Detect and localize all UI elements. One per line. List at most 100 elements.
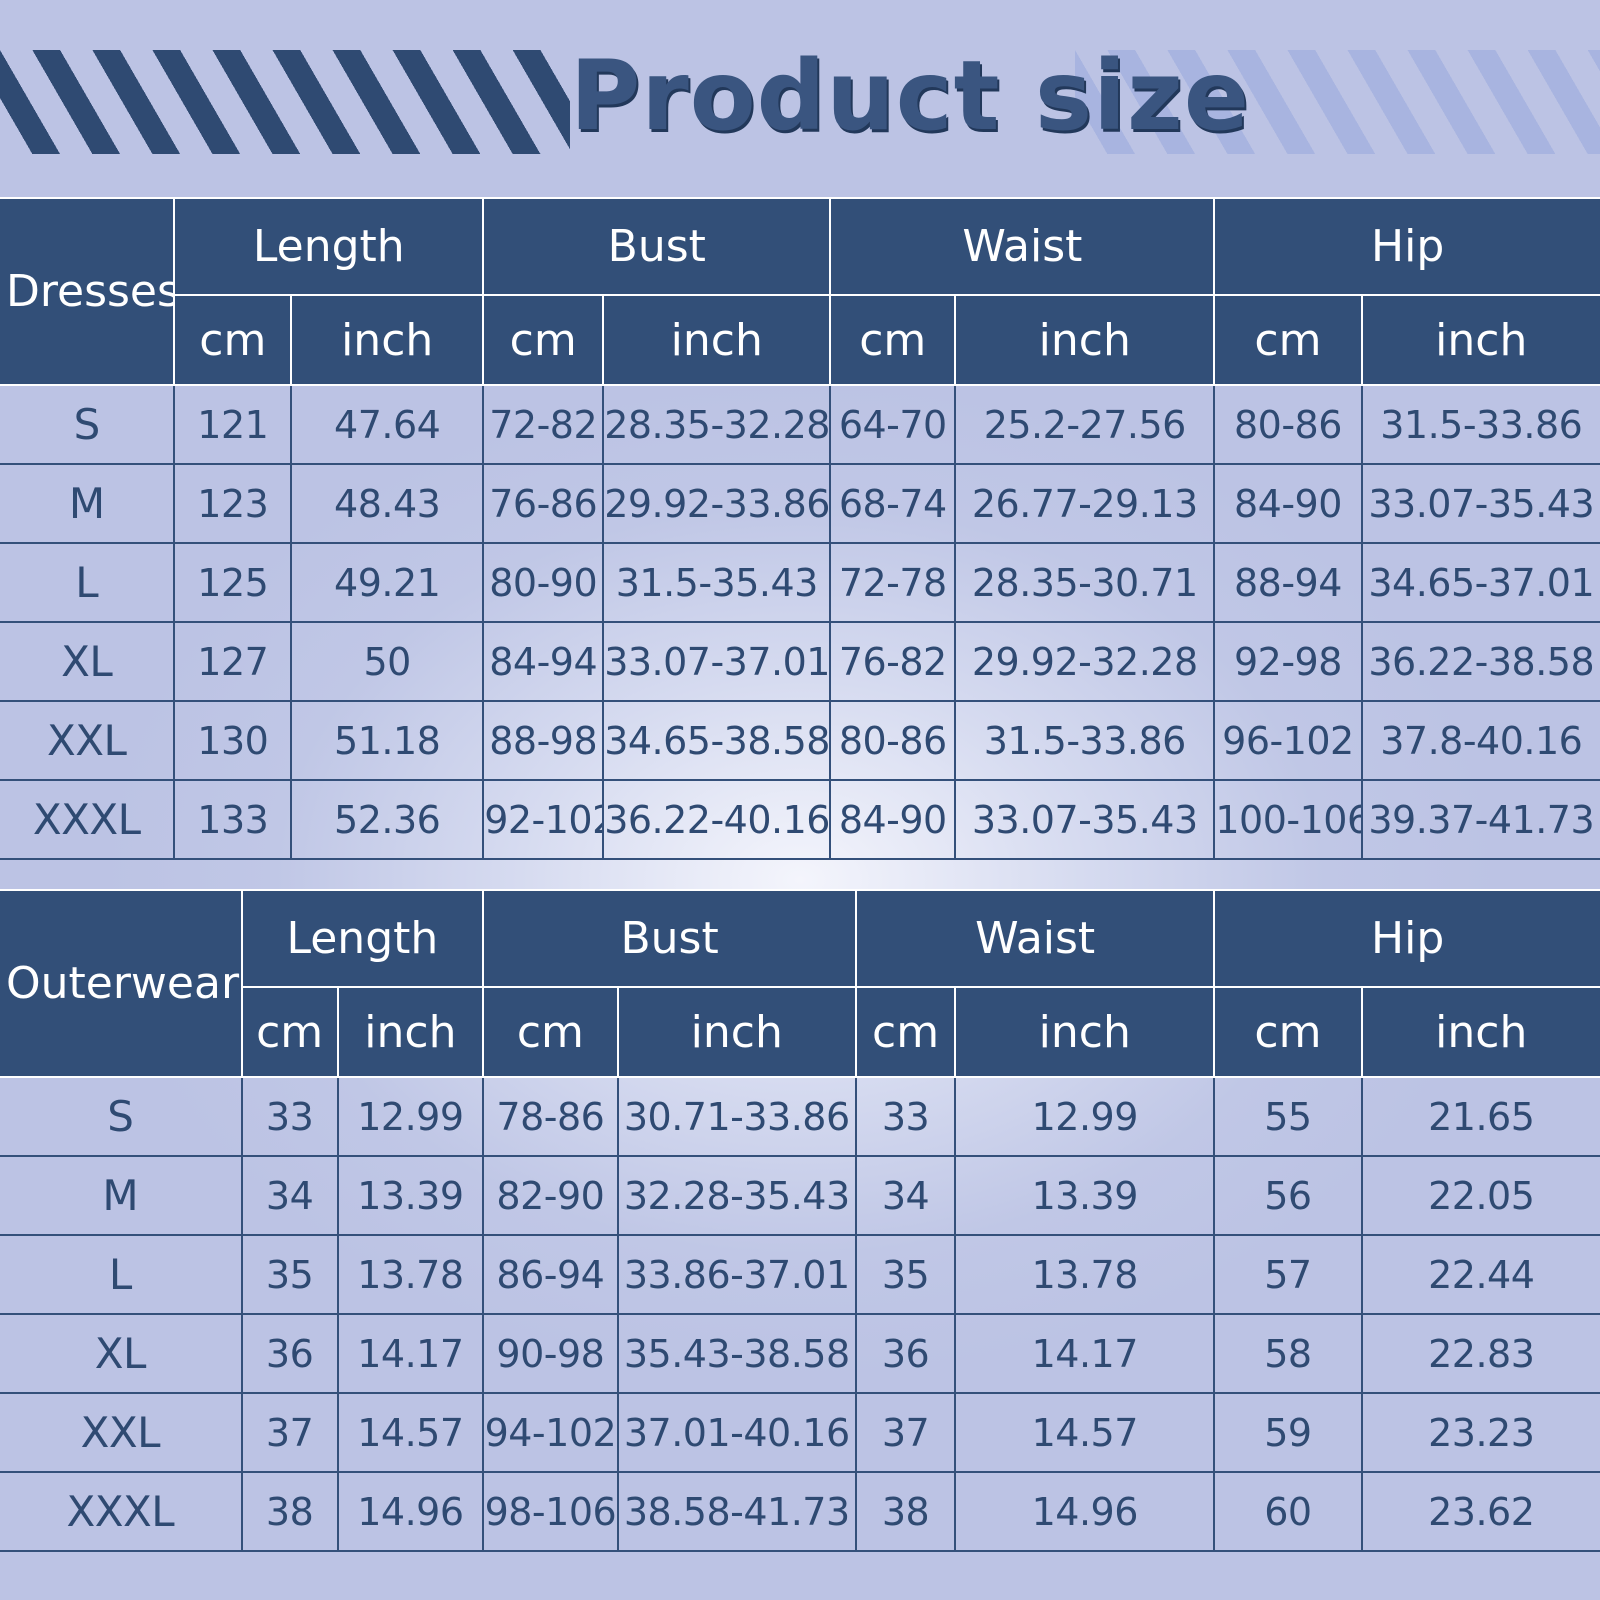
size-label: L <box>0 1234 243 1315</box>
table-row: L 35 13.78 86-94 33.86-37.01 35 13.78 57 22.44 <box>0 1234 1600 1315</box>
table-cell: 121 <box>173 384 293 465</box>
table-cell: 37.01-40.16 <box>616 1392 857 1473</box>
unit-header-cm: cm <box>854 986 957 1078</box>
table-cell: 23.23 <box>1360 1392 1600 1473</box>
table-cell: 72-78 <box>829 542 957 623</box>
page-title: Product size <box>570 40 1250 152</box>
unit-header-inch: inch <box>336 986 485 1078</box>
table-cell: 94-102 <box>482 1392 619 1473</box>
table-cell: 90-98 <box>482 1313 619 1394</box>
table-cell: 78-86 <box>482 1076 619 1157</box>
table-row: M 123 48.43 76-86 29.92-33.86 68-74 26.77-29.1… <box>0 463 1600 544</box>
table-cell: 123 <box>173 463 293 544</box>
size-label: XXXL <box>0 779 176 860</box>
size-label: S <box>0 384 176 465</box>
table-cell: 37.8-40.16 <box>1360 700 1600 781</box>
header-length: Length <box>240 889 485 988</box>
table-cell: 25.2-27.56 <box>954 384 1216 465</box>
table-row: XXXL 38 14.96 98-106 38.58-41.73 38 14.96 60 23.… <box>0 1471 1600 1552</box>
table-cell: 84-90 <box>829 779 957 860</box>
table-cell: 26.77-29.13 <box>954 463 1216 544</box>
table-cell: 100-106 <box>1213 779 1363 860</box>
size-label: XXL <box>0 1392 243 1473</box>
table-cell: 34 <box>854 1155 957 1236</box>
table-cell: 38 <box>854 1471 957 1552</box>
table-cell: 22.05 <box>1360 1155 1600 1236</box>
size-label: S <box>0 1076 243 1157</box>
header-bust: Bust <box>482 889 857 988</box>
table-cell: 14.96 <box>336 1471 485 1552</box>
table-cell: 35 <box>240 1234 339 1315</box>
table-category: Outerwear <box>0 889 243 1078</box>
table-cell: 72-82 <box>482 384 605 465</box>
table-cell: 92-98 <box>1213 621 1363 702</box>
table-cell: 84-90 <box>1213 463 1363 544</box>
table-cell: 21.65 <box>1360 1076 1600 1157</box>
table-cell: 36.22-40.16 <box>602 779 832 860</box>
table-cell: 34.65-38.58 <box>602 700 832 781</box>
unit-header-inch: inch <box>290 294 485 386</box>
table-cell: 64-70 <box>829 384 957 465</box>
dresses-size-table: Dresses Length Bust Waist Hip cm inch cm in… <box>0 197 1600 860</box>
table-cell: 34 <box>240 1155 339 1236</box>
table-cell: 47.64 <box>290 384 485 465</box>
header-bust: Bust <box>482 197 832 296</box>
unit-header-cm: cm <box>829 294 957 386</box>
unit-header-inch: inch <box>602 294 832 386</box>
table-row: S 33 12.99 78-86 30.71-33.86 33 12.99 55 21.65 <box>0 1076 1600 1157</box>
unit-header-cm: cm <box>1213 986 1363 1078</box>
table-cell: 80-90 <box>482 542 605 623</box>
table-cell: 29.92-33.86 <box>602 463 832 544</box>
table-cell: 80-86 <box>1213 384 1363 465</box>
decorative-stripes-right <box>1075 50 1600 154</box>
unit-header-inch: inch <box>954 294 1216 386</box>
decorative-stripes-left <box>0 50 570 154</box>
table-cell: 14.17 <box>954 1313 1216 1394</box>
table-cell: 33.07-35.43 <box>1360 463 1600 544</box>
table-cell: 38.58-41.73 <box>616 1471 857 1552</box>
table-row: S 121 47.64 72-82 28.35-32.28 64-70 25.2-27.56… <box>0 384 1600 465</box>
table-cell: 12.99 <box>954 1076 1216 1157</box>
table-cell: 56 <box>1213 1155 1363 1236</box>
table-cell: 28.35-30.71 <box>954 542 1216 623</box>
table-row: XL 36 14.17 90-98 35.43-38.58 36 14.17 58 22.83 <box>0 1313 1600 1394</box>
table-cell: 37 <box>854 1392 957 1473</box>
table-cell: 13.78 <box>954 1234 1216 1315</box>
table-cell: 55 <box>1213 1076 1363 1157</box>
size-label: XXXL <box>0 1471 243 1552</box>
table-cell: 14.57 <box>954 1392 1216 1473</box>
table-cell: 88-94 <box>1213 542 1363 623</box>
table-cell: 29.92-32.28 <box>954 621 1216 702</box>
table-cell: 33.86-37.01 <box>616 1234 857 1315</box>
table-cell: 32.28-35.43 <box>616 1155 857 1236</box>
table-cell: 130 <box>173 700 293 781</box>
table-cell: 133 <box>173 779 293 860</box>
table-cell: 38 <box>240 1471 339 1552</box>
table-row: XXXL 133 52.36 92-102 36.22-40.16 84-90 33.07-… <box>0 779 1600 860</box>
unit-header-inch: inch <box>616 986 857 1078</box>
table-cell: 33.07-35.43 <box>954 779 1216 860</box>
table-cell: 125 <box>173 542 293 623</box>
table-row: XXL 130 51.18 88-98 34.65-38.58 80-86 31.5-33.… <box>0 700 1600 781</box>
unit-row: cm inch cm inch cm inch cm inch <box>0 986 1600 1078</box>
size-label: M <box>0 1155 243 1236</box>
table-row: XXL 37 14.57 94-102 37.01-40.16 37 14.57 59 23.2… <box>0 1392 1600 1473</box>
table-cell: 84-94 <box>482 621 605 702</box>
table-cell: 86-94 <box>482 1234 619 1315</box>
table-cell: 57 <box>1213 1234 1363 1315</box>
table-cell: 127 <box>173 621 293 702</box>
table-cell: 36.22-38.58 <box>1360 621 1600 702</box>
table-cell: 52.36 <box>290 779 485 860</box>
size-label: XL <box>0 1313 243 1394</box>
table-cell: 36 <box>854 1313 957 1394</box>
table-cell: 59 <box>1213 1392 1363 1473</box>
table-cell: 92-102 <box>482 779 605 860</box>
size-label: XXL <box>0 700 176 781</box>
header-hip: Hip <box>1213 197 1600 296</box>
table-cell: 12.99 <box>336 1076 485 1157</box>
table-cell: 33 <box>240 1076 339 1157</box>
table-cell: 49.21 <box>290 542 485 623</box>
table-body: S 33 12.99 78-86 30.71-33.86 33 12.99 55 21.65 M 3… <box>0 1076 1600 1552</box>
table-cell: 13.78 <box>336 1234 485 1315</box>
table-cell: 30.71-33.86 <box>616 1076 857 1157</box>
